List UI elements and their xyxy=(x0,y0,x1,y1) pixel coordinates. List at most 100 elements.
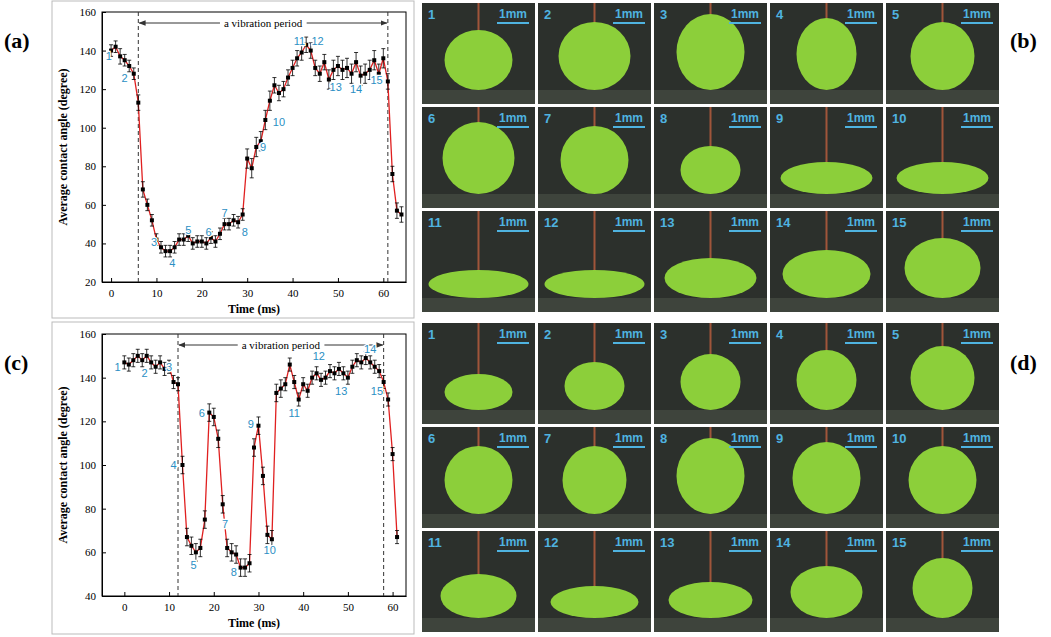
frame-number: 14 xyxy=(776,535,791,550)
substrate xyxy=(886,90,999,104)
tick-mark xyxy=(247,278,248,282)
error-cap xyxy=(395,543,399,544)
marker xyxy=(332,371,336,375)
error-cap xyxy=(254,137,258,138)
scale-bar xyxy=(613,126,645,128)
error-cap xyxy=(109,44,113,45)
substrate xyxy=(654,298,767,312)
droplet xyxy=(561,126,629,194)
tick-mark xyxy=(202,278,203,282)
scale-bar xyxy=(497,550,529,552)
substrate xyxy=(886,298,999,312)
error-cap xyxy=(254,156,258,157)
needle xyxy=(942,211,944,240)
scale-bar xyxy=(845,342,877,344)
tick-mark xyxy=(293,278,294,282)
marker xyxy=(386,79,390,83)
error-cap xyxy=(200,235,204,236)
substrate xyxy=(422,514,535,528)
error-cap xyxy=(198,539,202,540)
substrate xyxy=(654,90,767,104)
marker xyxy=(182,238,186,242)
frame-number: 6 xyxy=(428,111,435,126)
marker xyxy=(168,249,172,253)
x-axis-title: Time (ms) xyxy=(228,616,280,630)
error-bar xyxy=(243,559,247,576)
scale-bar-label: 1mm xyxy=(499,431,527,445)
error-cap xyxy=(268,110,272,111)
marker xyxy=(300,51,304,55)
error-cap xyxy=(182,245,186,246)
period-label: a vibration period xyxy=(242,339,321,351)
frame-number: 7 xyxy=(544,111,551,126)
scale-bar xyxy=(613,22,645,24)
point-annotation: 13 xyxy=(330,81,342,93)
frame-number: 5 xyxy=(892,327,899,342)
image-frame: 91mm xyxy=(770,107,883,208)
needle xyxy=(710,211,712,260)
error-cap xyxy=(354,71,358,72)
image-frame: 121mm xyxy=(538,211,651,312)
tick: 140 xyxy=(80,372,107,384)
frame-number: 12 xyxy=(544,215,558,230)
error-bar xyxy=(185,528,189,545)
error-cap xyxy=(324,371,328,372)
scale-bar xyxy=(961,126,993,128)
marker xyxy=(363,72,367,76)
error-cap xyxy=(216,430,220,431)
image-frame: 61mm xyxy=(422,427,535,528)
error-cap xyxy=(164,245,168,246)
tick-label: 80 xyxy=(85,160,97,172)
y-axis: 20406080100120140160 xyxy=(80,6,107,288)
marker xyxy=(195,240,199,244)
image-frame: 11mm xyxy=(422,3,535,104)
error-cap xyxy=(341,366,345,367)
substrate xyxy=(770,514,883,528)
tick-mark xyxy=(102,552,106,553)
marker xyxy=(127,64,131,68)
error-cap xyxy=(245,148,249,149)
marker xyxy=(391,452,395,456)
droplet xyxy=(545,270,645,298)
needle xyxy=(826,427,828,444)
error-bar xyxy=(324,371,328,384)
tick: 10 xyxy=(151,278,163,299)
tick: 20 xyxy=(85,276,106,288)
error-cap xyxy=(154,373,158,374)
marker xyxy=(177,238,181,242)
error-cap xyxy=(301,377,305,378)
image-frame: 131mm xyxy=(654,211,767,312)
scale-bar xyxy=(845,22,877,24)
point-annotation: 4 xyxy=(169,257,175,269)
error-bar xyxy=(268,91,272,110)
error-bar xyxy=(232,215,236,227)
error-bar xyxy=(297,393,301,406)
frame-background xyxy=(538,531,651,632)
error-bar xyxy=(281,81,285,96)
tick-mark xyxy=(102,205,106,206)
frame-number: 2 xyxy=(544,327,551,342)
error-cap xyxy=(223,229,227,230)
period-line xyxy=(138,12,139,282)
error-bar xyxy=(313,60,317,75)
error-cap xyxy=(127,71,131,72)
error-cap xyxy=(372,50,376,51)
error-cap xyxy=(212,408,216,409)
error-cap xyxy=(176,377,180,378)
marker xyxy=(150,218,154,222)
error-cap xyxy=(180,473,184,474)
error-cap xyxy=(243,576,247,577)
frame-background xyxy=(538,3,651,104)
error-cap xyxy=(368,60,372,61)
error-cap xyxy=(292,388,296,389)
chart: 010203040506020406080100120140160Time (m… xyxy=(52,1,414,318)
image-frame: 81mm xyxy=(654,107,767,208)
tick-label: 120 xyxy=(80,415,97,427)
error-cap xyxy=(256,416,260,417)
error-cap xyxy=(332,379,336,380)
frame-background xyxy=(422,107,535,208)
error-bar xyxy=(279,380,283,397)
needle xyxy=(594,211,596,272)
error-bar xyxy=(341,367,345,380)
error-cap xyxy=(373,373,377,374)
